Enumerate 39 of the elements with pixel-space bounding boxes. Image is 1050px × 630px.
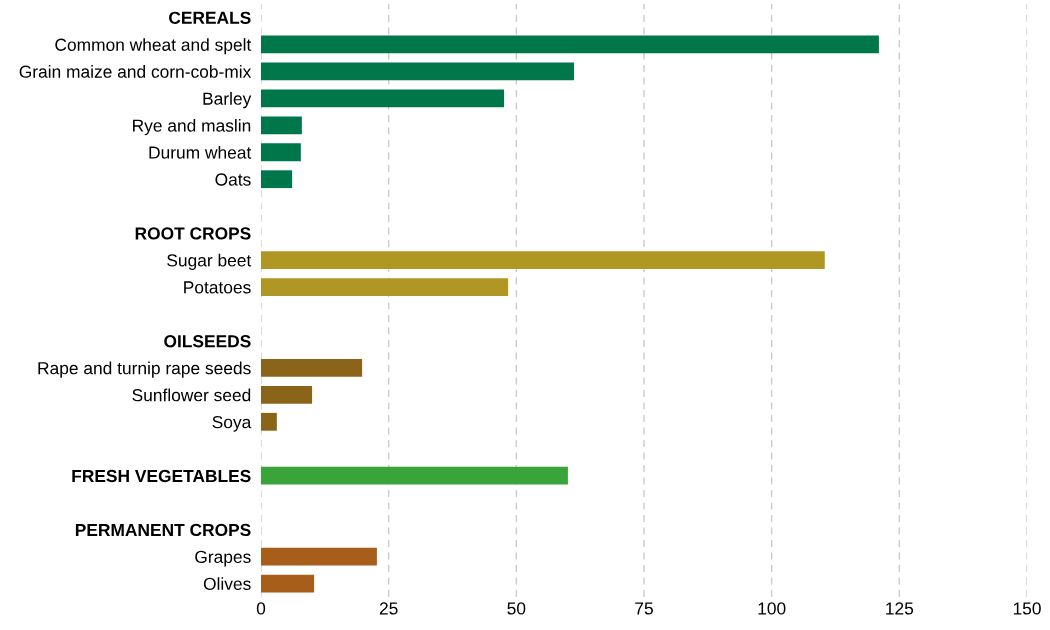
x-tick-label: 125 <box>886 602 914 615</box>
bar <box>261 251 825 269</box>
bar <box>261 547 377 566</box>
bar <box>261 574 315 593</box>
y-tick-label: Potatoes <box>184 281 251 294</box>
y-tick-label: Durum wheat <box>149 145 252 159</box>
x-tick-label: 25 <box>379 602 398 615</box>
y-tick-label: ROOT CROPS <box>135 227 251 240</box>
y-tick-label: Barley <box>203 92 252 109</box>
bar <box>261 89 505 108</box>
x-tick-label: 100 <box>758 602 786 615</box>
bar <box>261 35 879 54</box>
bar <box>261 412 277 431</box>
bar <box>261 358 363 377</box>
y-tick-label: Soya <box>212 415 252 432</box>
bar <box>261 62 575 81</box>
bar <box>261 116 302 135</box>
x-tick-label: 150 <box>1013 602 1041 615</box>
bar <box>261 385 313 404</box>
y-tick-label: Sugar beet <box>167 253 252 270</box>
y-tick-label: Olives <box>203 577 251 590</box>
y-tick-label: Oats <box>215 173 251 186</box>
bar <box>261 278 509 296</box>
x-tick-label: 0 <box>256 602 266 615</box>
x-tick-label: 75 <box>635 602 653 615</box>
y-tick-label: Rape and turnip rape seeds <box>38 361 251 378</box>
y-tick-label: Sunflower seed <box>132 388 251 402</box>
y-tick-label: Grain maize and corn-cob-mix <box>19 65 252 78</box>
y-tick-label: PERMANENT CROPS <box>75 523 251 537</box>
y-tick-label: FRESH VEGETABLES <box>72 469 251 483</box>
y-tick-label: CEREALS <box>169 11 251 24</box>
y-tick-label: OILSEEDS <box>164 335 251 348</box>
bar <box>261 466 568 485</box>
y-tick-label: Common wheat and spelt <box>55 38 252 55</box>
y-tick-label: Rye and maslin <box>133 119 251 136</box>
y-tick-label: Grapes <box>195 550 251 567</box>
bar <box>261 143 301 162</box>
bar <box>261 170 293 189</box>
x-tick-label: 50 <box>507 602 526 615</box>
